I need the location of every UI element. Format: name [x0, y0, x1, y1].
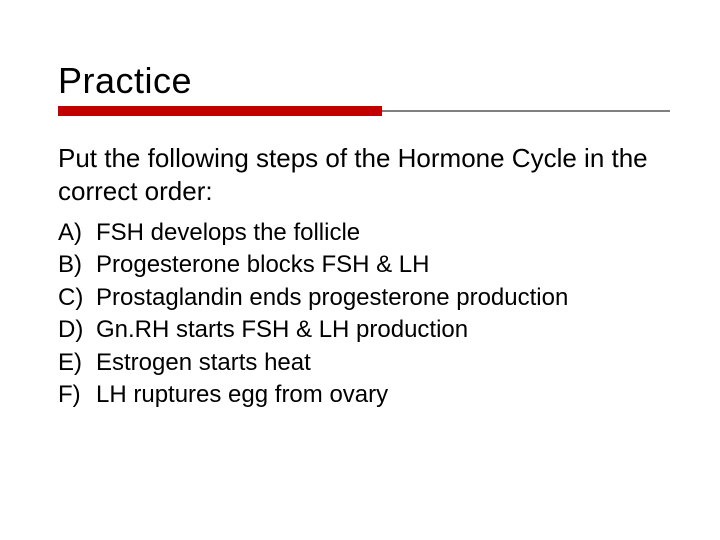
list-item-text: Gn.RH starts FSH & LH production [96, 314, 670, 346]
list-item: A) FSH develops the follicle [58, 217, 670, 249]
list-item-text: FSH develops the follicle [96, 217, 670, 249]
list-item-text: Prostaglandin ends progesterone producti… [96, 282, 670, 314]
slide: Practice Put the following steps of the … [0, 0, 720, 540]
title-rule-red [58, 106, 382, 116]
slide-title: Practice [58, 60, 670, 102]
list-item-label: F) [58, 379, 96, 411]
title-rule-grey [382, 110, 670, 112]
list-item: B) Progesterone blocks FSH & LH [58, 249, 670, 281]
prompt-text: Put the following steps of the Hormone C… [58, 142, 670, 207]
list-item-label: C) [58, 282, 96, 314]
list-item-label: A) [58, 217, 96, 249]
list-item-label: E) [58, 347, 96, 379]
list-item-text: Estrogen starts heat [96, 347, 670, 379]
list-item: F) LH ruptures egg from ovary [58, 379, 670, 411]
list-item-label: D) [58, 314, 96, 346]
answer-list: A) FSH develops the follicle B) Progeste… [58, 217, 670, 411]
title-rule [58, 106, 670, 120]
list-item-label: B) [58, 249, 96, 281]
list-item-text: LH ruptures egg from ovary [96, 379, 670, 411]
list-item: D) Gn.RH starts FSH & LH production [58, 314, 670, 346]
list-item-text: Progesterone blocks FSH & LH [96, 249, 670, 281]
list-item: E) Estrogen starts heat [58, 347, 670, 379]
list-item: C) Prostaglandin ends progesterone produ… [58, 282, 670, 314]
